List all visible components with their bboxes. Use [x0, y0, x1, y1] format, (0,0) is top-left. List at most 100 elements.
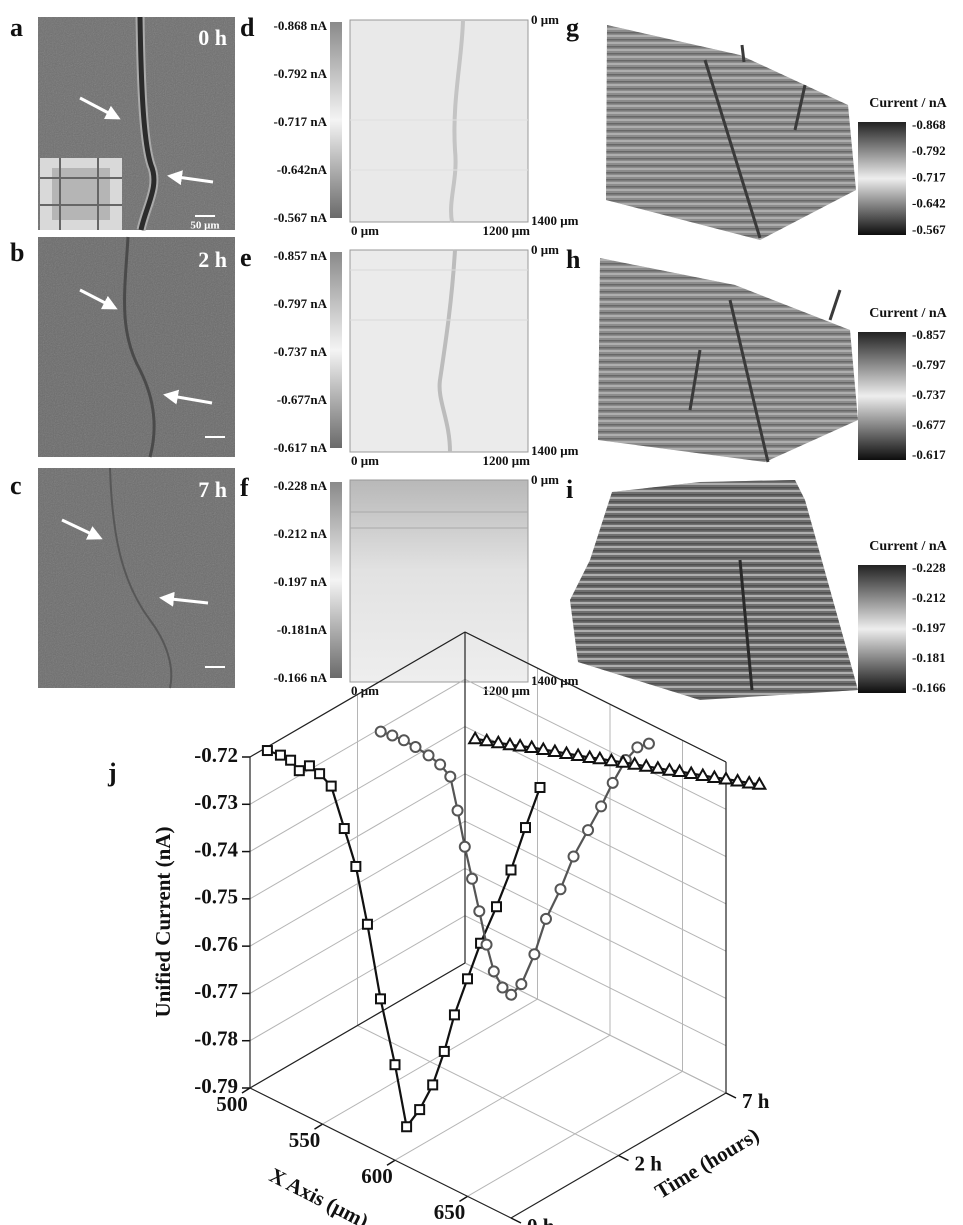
marker: [642, 737, 655, 750]
y-tick-label: -0.78: [194, 1027, 238, 1051]
marker: [293, 765, 305, 777]
marker: [554, 883, 567, 896]
colorbar-label: -0.197: [912, 620, 946, 635]
marker: [414, 1104, 426, 1116]
axis-label: 1200 μm: [483, 453, 531, 468]
colorbar-title: Current / nA: [869, 96, 947, 111]
marker: [650, 760, 666, 774]
marker: [448, 1009, 460, 1021]
marker: [479, 732, 495, 747]
current-map-e: [349, 249, 529, 453]
marker: [314, 768, 326, 780]
tick-mark: [725, 1092, 737, 1099]
marker: [706, 769, 723, 784]
marker: [567, 850, 580, 863]
panel-label: j: [107, 758, 117, 787]
axis-label: 0 μm: [351, 223, 379, 238]
marker: [261, 745, 273, 757]
marker: [570, 747, 586, 761]
axis-label: 1400 μm: [531, 443, 579, 458]
time-label: 2 h: [198, 247, 227, 272]
current-map-d: [349, 19, 529, 223]
time-tick-label: 0 h: [527, 1214, 555, 1225]
colorbar-label: -0.181nA: [277, 622, 328, 637]
y-tick-label: -0.75: [194, 885, 238, 909]
colorbar-title: Current / nA: [869, 539, 947, 554]
colorbar-label: -0.617: [912, 447, 946, 462]
marker: [520, 822, 531, 834]
marker: [386, 729, 399, 742]
colorbar-label: -0.792: [912, 143, 946, 158]
axis-label: 0 μm: [531, 242, 559, 257]
marker: [490, 734, 507, 749]
marker: [303, 760, 315, 772]
marker: [540, 912, 552, 925]
grid-line: [357, 1025, 619, 1156]
colorbar-label: -0.567: [912, 222, 946, 237]
colorbar-label: -0.642nA: [277, 162, 328, 177]
marker: [515, 978, 528, 991]
marker: [480, 938, 493, 951]
marker: [467, 730, 483, 745]
marker: [274, 749, 286, 761]
marker: [695, 767, 711, 782]
x-tick-label: 650: [434, 1200, 466, 1224]
axis-label: 0 μm: [531, 472, 559, 487]
surface-h: [598, 258, 858, 463]
time-tick-label: 7 h: [742, 1089, 770, 1113]
tick-mark: [241, 1087, 251, 1094]
marker: [438, 1045, 450, 1057]
marker: [558, 745, 575, 759]
axis-line: [510, 1092, 727, 1219]
panel-label: d: [240, 13, 255, 42]
marker: [444, 770, 457, 783]
colorbar: [330, 22, 342, 218]
y-tick-label: -0.72: [194, 743, 238, 767]
panel-label: b: [10, 238, 24, 267]
colorbar-label: -0.212: [912, 590, 946, 605]
surface-i: [570, 480, 858, 700]
scale-bar-label: 50 μm: [190, 220, 219, 232]
marker: [422, 749, 435, 762]
y-tick-label: -0.73: [194, 790, 238, 814]
tick-mark: [314, 1123, 323, 1130]
colorbar-label: -0.181: [912, 650, 946, 665]
colorbar-label: -0.642: [912, 196, 946, 211]
marker: [458, 840, 471, 853]
marker: [434, 758, 447, 771]
colorbar-label: -0.868 nA: [274, 18, 328, 33]
panel-label: g: [566, 13, 579, 42]
time-tick-label: 2 h: [635, 1151, 663, 1175]
panel-label: f: [240, 473, 249, 502]
marker: [606, 776, 619, 789]
colorbar: [330, 482, 342, 678]
tick-mark: [459, 1195, 468, 1202]
marker: [389, 1059, 401, 1071]
series-line: [267, 749, 542, 1130]
panel-label: c: [10, 471, 22, 500]
marker: [285, 754, 297, 766]
marker: [512, 737, 528, 752]
marker: [502, 736, 518, 751]
grid-line: [464, 915, 727, 1047]
marker: [626, 756, 643, 770]
marker: [547, 743, 563, 757]
marker: [374, 725, 387, 738]
marker: [451, 804, 464, 817]
colorbar: [858, 565, 906, 693]
marker: [595, 800, 608, 813]
marker: [615, 754, 631, 768]
marker: [409, 741, 422, 754]
current-map-f: [349, 479, 529, 683]
axis-line: [464, 631, 727, 763]
colorbar: [330, 252, 342, 448]
time-label: 0 h: [198, 25, 227, 50]
marker: [534, 781, 546, 793]
marker: [350, 860, 362, 872]
colorbar-label: -0.797: [912, 357, 946, 372]
marker: [581, 749, 598, 763]
colorbar-label: -0.797 nA: [274, 296, 328, 311]
colorbar-label: -0.166: [912, 680, 946, 695]
tick-mark: [386, 1159, 396, 1166]
marker: [361, 918, 373, 930]
